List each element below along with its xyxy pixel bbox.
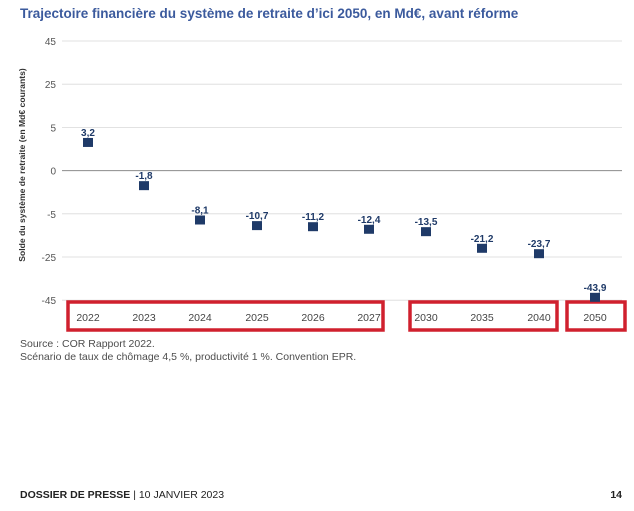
data-point	[421, 227, 431, 237]
y-tick-label: -45	[42, 296, 57, 307]
data-label: -21,2	[471, 234, 494, 245]
data-point	[139, 181, 149, 191]
data-label: 3,2	[81, 128, 95, 139]
x-tick-label: 2022	[76, 312, 100, 324]
y-tick-label: 0	[50, 167, 56, 178]
data-point	[308, 222, 318, 232]
footer-separator: |	[130, 489, 139, 501]
footer: DOSSIER DE PRESSE | 10 JANVIER 2023	[20, 489, 224, 501]
data-point	[477, 243, 487, 253]
source-note-line: Scénario de taux de chômage 4,5 %, produ…	[20, 351, 357, 363]
footer-doc-type: DOSSIER DE PRESSE	[20, 489, 131, 501]
data-point	[83, 137, 93, 147]
data-label: -13,5	[415, 217, 438, 228]
data-label: -23,7	[528, 239, 551, 250]
x-tick-label: 2023	[132, 312, 156, 324]
data-point	[590, 292, 600, 302]
data-label: -10,7	[246, 211, 269, 222]
footer-date: 10 JANVIER 2023	[138, 489, 225, 501]
x-tick-label: 2040	[527, 312, 551, 324]
data-point	[364, 224, 374, 234]
data-label: -12,4	[358, 215, 381, 226]
data-point	[252, 221, 262, 231]
data-point	[195, 215, 205, 225]
data-label: -43,9	[584, 283, 607, 294]
y-tick-label: -25	[42, 253, 57, 264]
chart-title: Trajectoire financière du système de ret…	[20, 6, 519, 21]
y-tick-label: 5	[50, 123, 56, 134]
data-label: -1,8	[135, 171, 153, 182]
x-tick-label: 2030	[414, 312, 438, 324]
x-tick-label: 2035	[470, 312, 494, 324]
x-tick-label: 2024	[188, 312, 212, 324]
x-tick-label: 2027	[357, 312, 381, 324]
source-line: Source : COR Rapport 2022.	[20, 338, 155, 350]
y-axis-label: Solde du système de retraite (en Md€ cou…	[17, 68, 27, 262]
x-tick-label: 2025	[245, 312, 269, 324]
x-tick-label: 2026	[301, 312, 325, 324]
data-label: -11,2	[302, 212, 325, 223]
y-tick-label: -5	[47, 210, 56, 221]
chart-canvas: 45 25 5 0 -5 -25 -45 Solde du système de retrai…	[17, 37, 627, 332]
x-tick-label: 2050	[583, 312, 607, 324]
y-tick-label: 45	[45, 37, 57, 48]
highlight-box	[66, 300, 385, 332]
highlight-box	[565, 300, 627, 332]
data-point	[534, 249, 544, 259]
data-label: -8,1	[191, 205, 209, 216]
chart-source: Source : COR Rapport 2022. Scénario de t…	[20, 338, 356, 364]
page-number: 14	[610, 489, 622, 501]
highlight-box	[408, 300, 559, 332]
y-tick-label: 25	[45, 80, 57, 91]
